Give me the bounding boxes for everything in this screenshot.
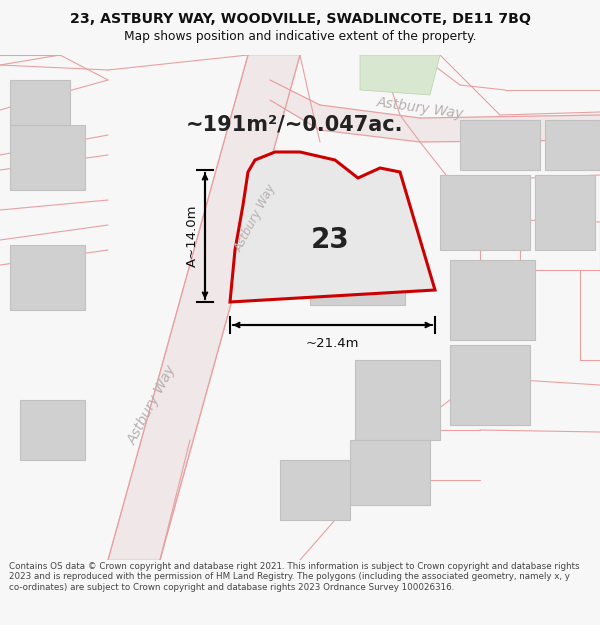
Polygon shape — [108, 55, 300, 560]
Polygon shape — [230, 152, 435, 302]
Text: Astbury Way: Astbury Way — [125, 363, 179, 447]
Polygon shape — [460, 120, 540, 170]
Text: Contains OS data © Crown copyright and database right 2021. This information is : Contains OS data © Crown copyright and d… — [9, 562, 580, 592]
Polygon shape — [535, 175, 595, 250]
Polygon shape — [10, 80, 70, 125]
Polygon shape — [20, 400, 85, 460]
Text: A~14.0m: A~14.0m — [186, 205, 199, 268]
Text: Map shows position and indicative extent of the property.: Map shows position and indicative extent… — [124, 30, 476, 43]
Polygon shape — [280, 460, 350, 520]
Polygon shape — [350, 440, 430, 505]
Text: 23: 23 — [311, 226, 349, 254]
Polygon shape — [10, 245, 85, 310]
Polygon shape — [10, 125, 85, 190]
Text: Astbury Way: Astbury Way — [232, 182, 278, 254]
Polygon shape — [310, 240, 405, 305]
Polygon shape — [440, 175, 530, 250]
Polygon shape — [248, 55, 600, 142]
Text: ~21.4m: ~21.4m — [306, 337, 359, 350]
Polygon shape — [450, 345, 530, 425]
Text: 23, ASTBURY WAY, WOODVILLE, SWADLINCOTE, DE11 7BQ: 23, ASTBURY WAY, WOODVILLE, SWADLINCOTE,… — [70, 12, 530, 26]
Polygon shape — [545, 120, 600, 170]
Polygon shape — [450, 260, 535, 340]
Text: Astbury Way: Astbury Way — [376, 95, 464, 121]
Polygon shape — [360, 55, 440, 95]
Polygon shape — [355, 360, 440, 440]
Text: ~191m²/~0.047ac.: ~191m²/~0.047ac. — [186, 115, 404, 135]
